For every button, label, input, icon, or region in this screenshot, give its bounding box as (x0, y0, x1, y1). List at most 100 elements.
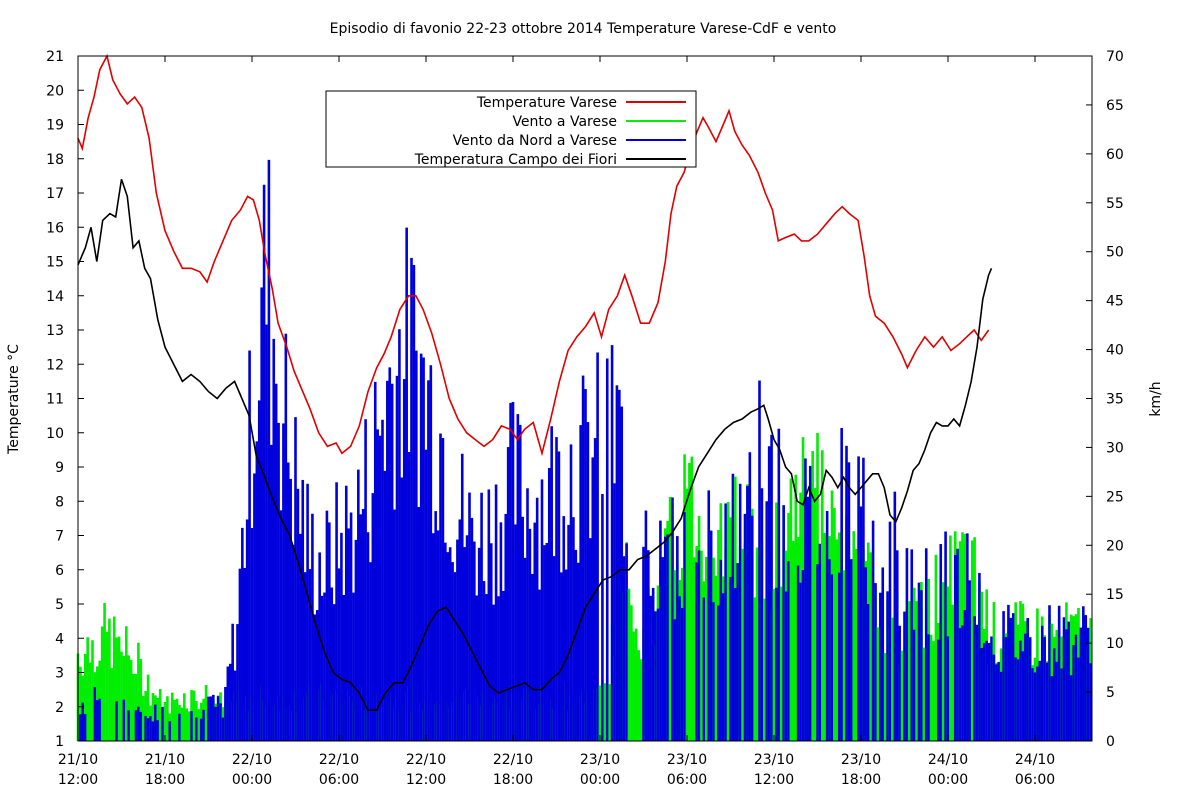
chart-title: Episodio di favonio 22-23 ottobre 2014 T… (330, 21, 837, 37)
y-tick-label: 11 (46, 392, 64, 408)
bar-vento-varese (112, 616, 116, 741)
bar-vento-nord (647, 550, 650, 741)
bar-vento-nord (446, 552, 450, 741)
bar-vento-nord (912, 629, 916, 741)
bar-vento-nord (801, 570, 805, 741)
bar-vento-varese (204, 685, 208, 741)
bar-vento-nord (1065, 629, 1068, 741)
bar-vento-nord (804, 458, 807, 741)
bar-vento-nord (787, 561, 790, 741)
bar-vento-nord (1045, 662, 1049, 741)
bar-vento-nord (400, 477, 404, 741)
bar-vento-varese (100, 626, 104, 741)
bar-vento-nord (315, 610, 319, 741)
bar-vento-varese (192, 690, 196, 741)
bar-vento-nord (920, 590, 923, 741)
bar-vento-nord (144, 716, 147, 741)
bar-vento-nord (663, 536, 667, 741)
bar-vento-nord (886, 591, 889, 741)
bar-vento-nord (492, 604, 495, 741)
bar-vento-nord (1007, 604, 1010, 741)
bar-vento-nord (610, 345, 614, 741)
bar-vento-nord (903, 611, 906, 741)
bar-vento-nord (270, 444, 273, 741)
bar-vento-nord (642, 546, 645, 741)
bar-vento-nord (417, 507, 421, 741)
bar-vento-nord (978, 572, 981, 741)
bar-vento-nord (250, 527, 254, 741)
bar-vento-nord (1089, 663, 1092, 741)
bar-vento-varese (883, 653, 887, 741)
x-tick-date: 21/10 (58, 752, 98, 768)
bar-vento-varese (876, 627, 880, 741)
bar-vento-varese (854, 549, 858, 741)
x-tick-time: 18:00 (145, 772, 185, 788)
legend: Temperature Varese Vento a Varese Vento da… (325, 90, 697, 168)
bar-vento-nord (497, 596, 500, 741)
bar-vento-nord (746, 485, 749, 741)
y-tick-label: 16 (46, 220, 64, 236)
bar-vento-nord (717, 605, 720, 741)
bar-vento-nord (1053, 648, 1056, 741)
x-tick-time: 18:00 (493, 772, 533, 788)
bar-vento-nord (990, 636, 993, 741)
bar-vento-nord (335, 482, 338, 741)
bar-vento-nord (574, 549, 578, 741)
bar-vento-nord (402, 379, 406, 741)
bar-vento-nord (1055, 661, 1059, 741)
bar-vento-nord (477, 547, 481, 741)
bar-vento-nord (871, 520, 875, 741)
bar-vento-nord (605, 358, 609, 741)
bar-vento-nord (862, 457, 865, 741)
y2-tick-label: 20 (1106, 538, 1124, 554)
bar-vento-nord (975, 624, 979, 741)
bar-vento-nord (207, 696, 210, 741)
bar-vento-nord (255, 441, 259, 741)
bar-vento-nord (750, 515, 754, 741)
y-tick-label: 6 (55, 563, 64, 579)
bar-vento-nord (518, 424, 522, 741)
legend-label: Vento da Nord a Varese (453, 133, 617, 149)
bar-vento-nord (898, 625, 901, 741)
bar-vento-nord (289, 478, 292, 741)
bar-vento-nord (436, 530, 440, 741)
bar-vento-nord (818, 543, 822, 741)
bar-vento-nord (552, 556, 556, 741)
bar-vento-nord (202, 709, 205, 741)
bar-vento-nord (1031, 668, 1034, 741)
bar-vento-nord (328, 522, 331, 741)
bar-vento-varese (139, 658, 143, 741)
bar-vento-nord (845, 445, 848, 741)
bar-vento-nord (613, 483, 616, 741)
bar-vento-nord (847, 462, 851, 741)
bar-vento-nord (572, 517, 575, 741)
bar-vento-nord (282, 423, 285, 741)
bar-vento-nord (1072, 645, 1075, 741)
bar-vento-varese (175, 698, 179, 741)
bar-vento-nord (963, 609, 967, 741)
bar-vento-nord (156, 720, 160, 741)
bar-vento-varese (110, 668, 114, 741)
bar-vento-nord (905, 548, 909, 741)
bar-vento-nord (241, 527, 244, 741)
bar-vento-nord (381, 419, 384, 741)
bar-vento-nord (864, 567, 868, 741)
bar-vento-nord (233, 670, 237, 741)
x-tick-date: 23/10 (754, 752, 794, 768)
bar-vento-nord (1074, 634, 1078, 741)
bar-vento-nord (127, 710, 131, 741)
bar-vento-varese (603, 683, 607, 741)
bar-vento-nord (410, 257, 413, 741)
bar-vento-nord (777, 428, 781, 741)
bar-vento-nord (784, 591, 788, 741)
bar-vento-nord (927, 634, 930, 741)
y-tick-label: 21 (46, 49, 64, 65)
bar-vento-nord (306, 483, 309, 741)
x-tick-time: 00:00 (232, 772, 272, 788)
bar-vento-varese (755, 547, 759, 741)
x-tick-time: 00:00 (580, 772, 620, 788)
bar-vento-nord (859, 506, 863, 741)
bar-vento-nord (262, 184, 266, 742)
y-tick-label: 10 (46, 426, 64, 442)
bar-vento-varese (146, 674, 150, 741)
